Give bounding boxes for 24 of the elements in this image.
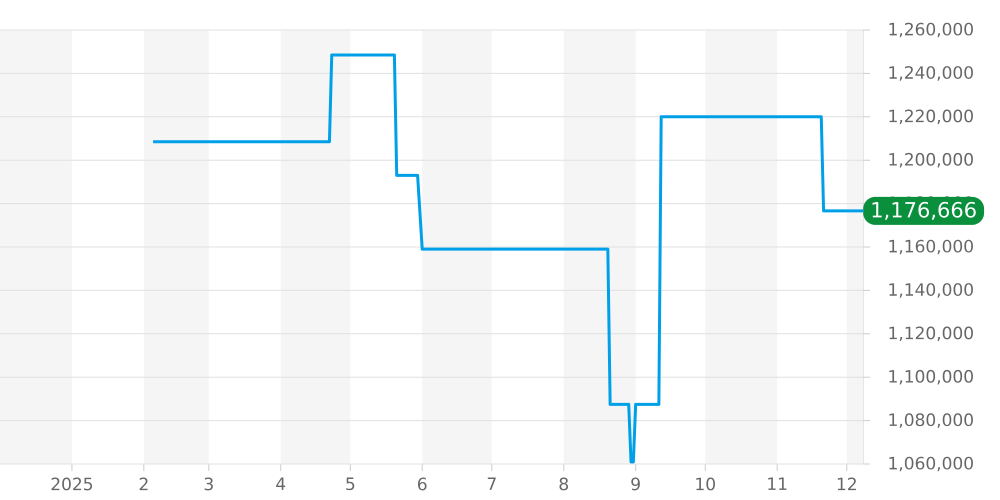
x-tick-label: 4 [276, 478, 286, 490]
y-tick-label: 1,140,000 [889, 283, 973, 298]
x-tick-label: 10 [696, 478, 715, 490]
y-tick-label: 1,260,000 [889, 22, 973, 38]
x-tick-label: 12 [838, 478, 856, 490]
y-tick-label: 1,240,000 [889, 66, 973, 81]
y-tick-label: 1,220,000 [889, 109, 973, 124]
y-tick-label: 1,120,000 [889, 326, 973, 342]
x-tick-label: 11 [768, 478, 786, 490]
x-tick-label: 2025 [52, 478, 92, 490]
y-tick-label: 1,160,000 [889, 240, 973, 254]
y-tick-label: 1,100,000 [889, 370, 973, 384]
annotation: 1,176,666 [872, 202, 976, 220]
x-tick-label: 6 [418, 478, 427, 490]
y-tick-label: 1,060,000 [889, 456, 973, 472]
x-tick-label: 5 [346, 478, 354, 490]
y-tick-label: 1,080,000 [889, 413, 973, 428]
y-tick-label: 1,200,000 [889, 152, 973, 168]
x-tick-label: 2 [140, 478, 148, 490]
x-tick-label: 9 [631, 478, 640, 490]
x-tick-label: 8 [560, 478, 568, 490]
x-tick-label: 7 [488, 478, 496, 490]
x-tick-label: 3 [204, 478, 213, 490]
line-series [152, 53, 865, 464]
